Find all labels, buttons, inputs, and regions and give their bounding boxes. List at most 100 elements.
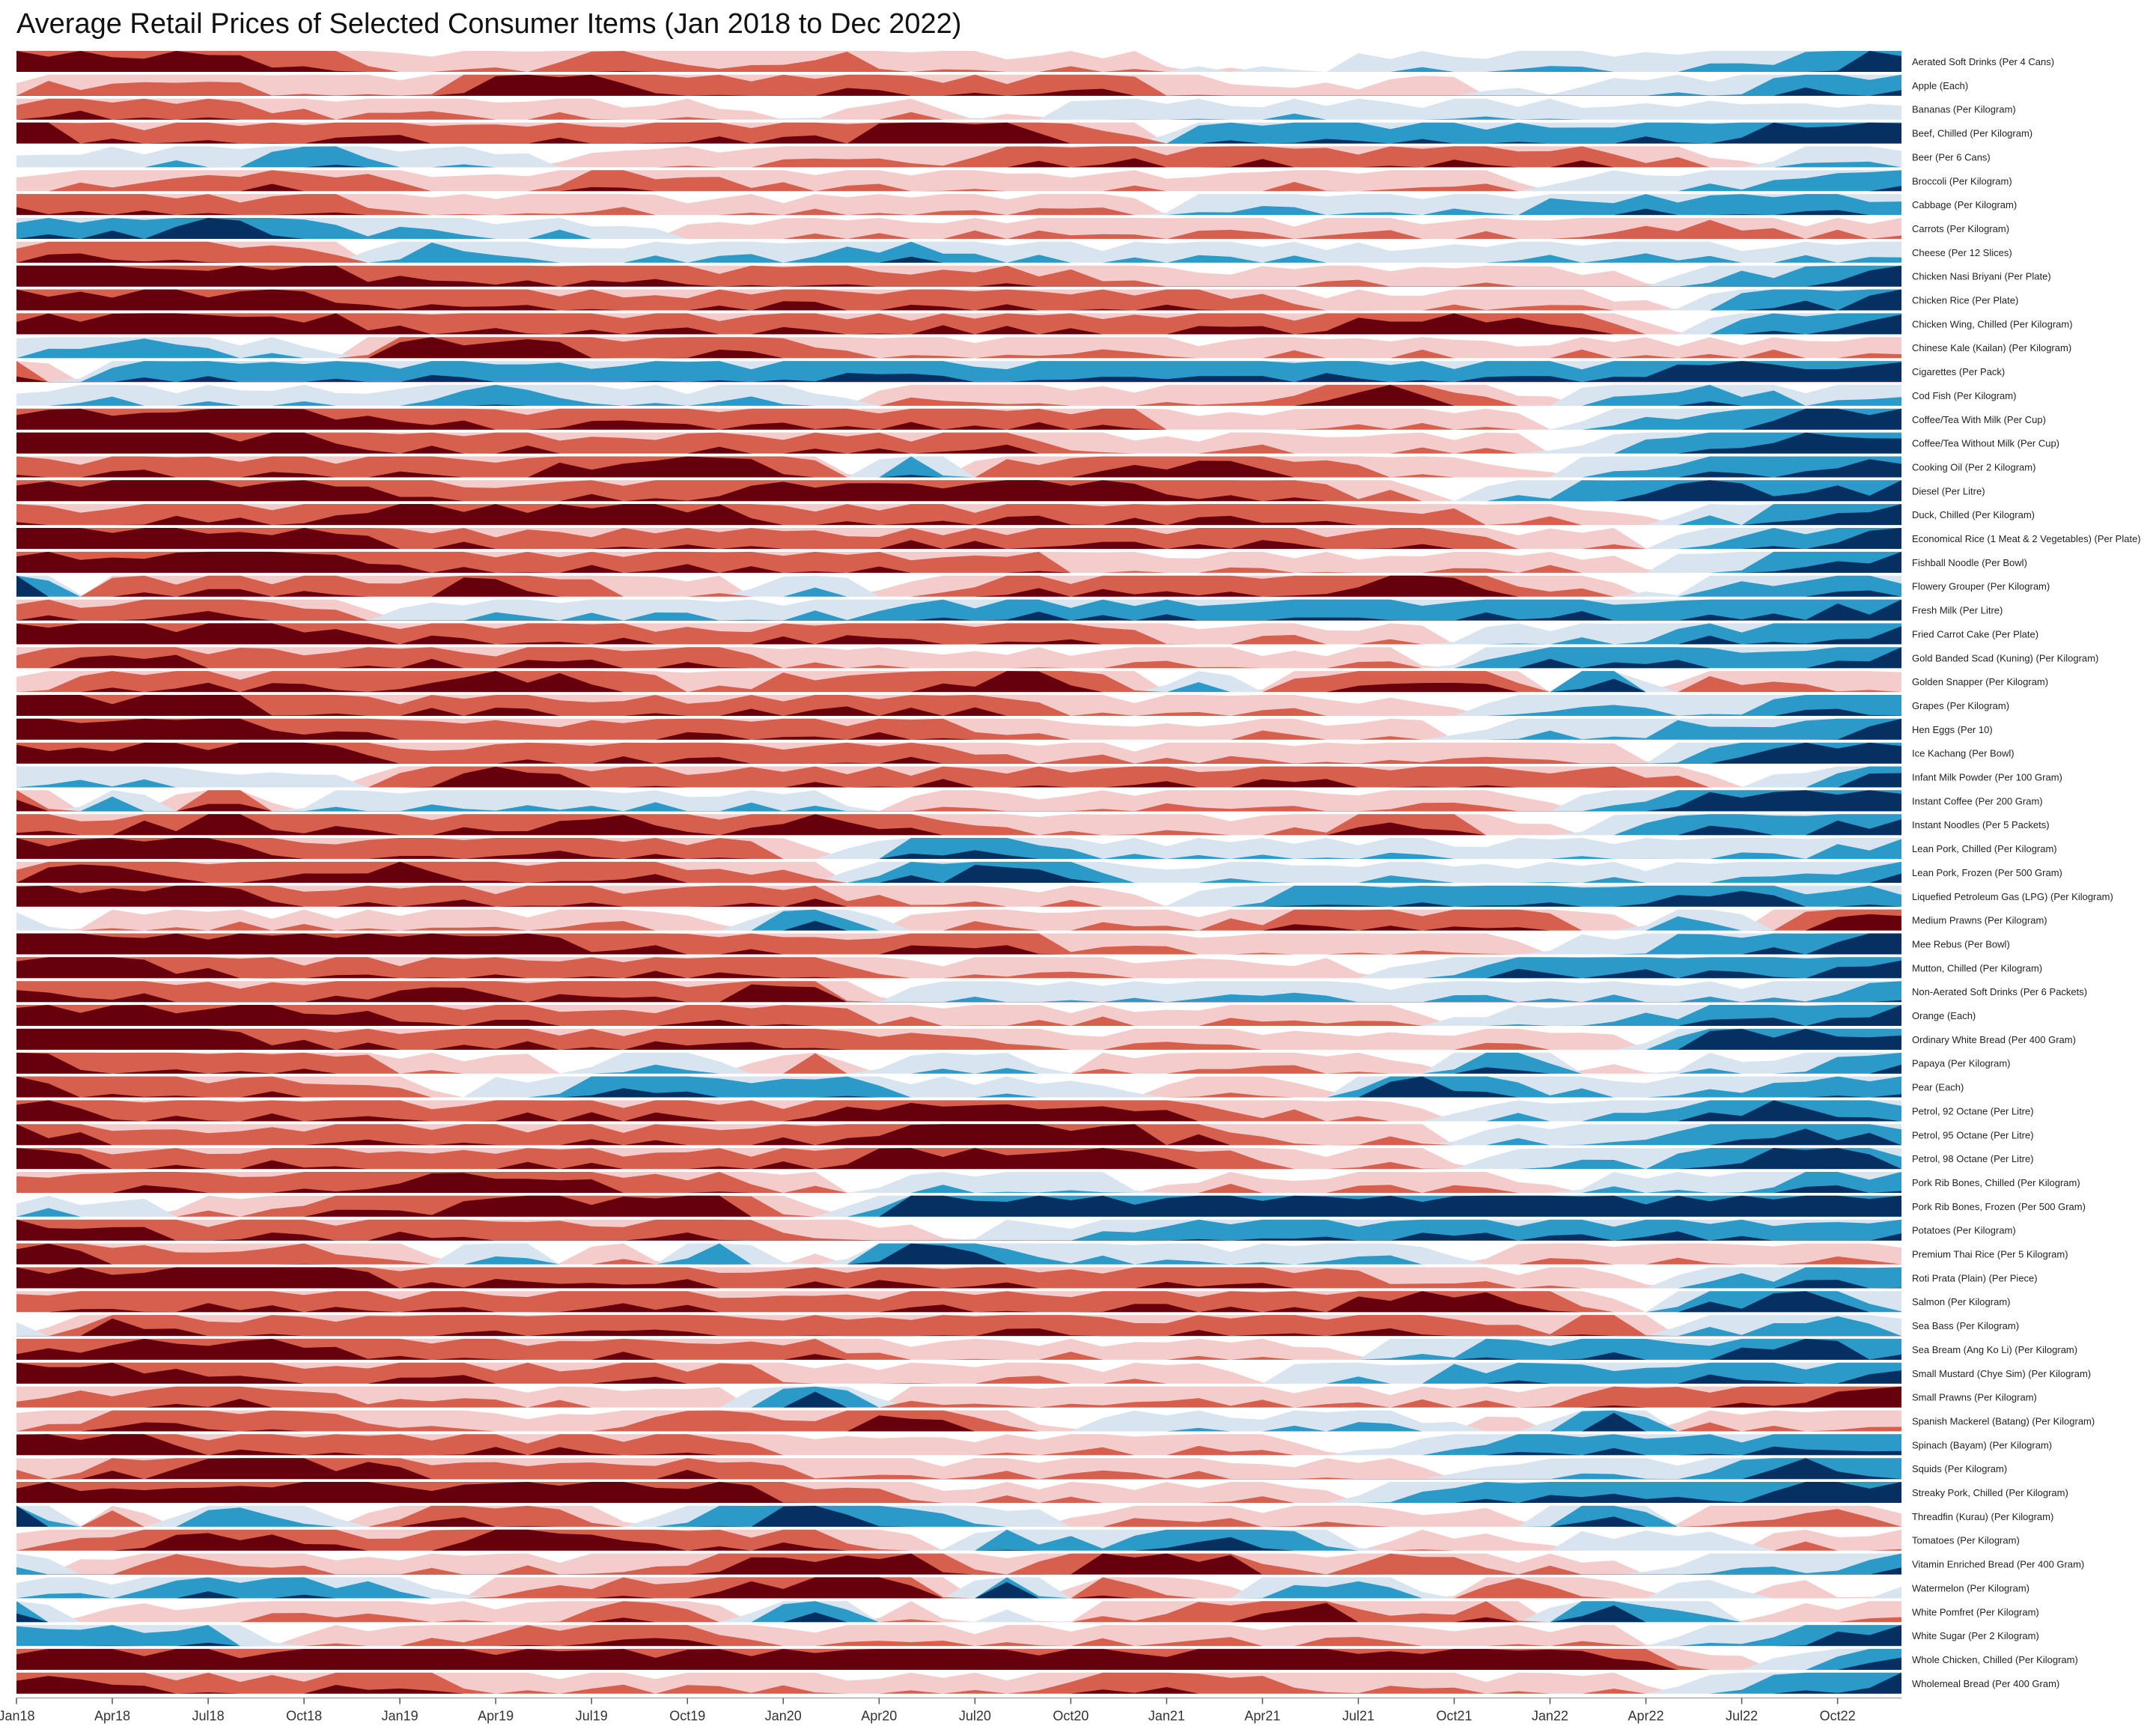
horizon-row: Premium Thai Rice (Per 5 Kilogram) xyxy=(16,1244,2068,1265)
horizon-row: Fishball Noodle (Per Bowl) xyxy=(16,552,2027,573)
series-label: Mee Rebus (Per Bowl) xyxy=(1912,939,2010,950)
x-tick-label: Jul21 xyxy=(1342,1709,1374,1724)
series-label: Fried Carrot Cake (Per Plate) xyxy=(1912,628,2038,639)
horizon-row: Potatoes (Per Kilogram) xyxy=(16,1220,2016,1241)
horizon-row: Petrol, 92 Octane (Per Litre) xyxy=(16,1100,2034,1121)
horizon-row: Mutton, Chilled (Per Kilogram) xyxy=(16,957,2042,978)
horizon-row: Coffee/Tea With Milk (Per Cup) xyxy=(16,409,2046,430)
horizon-row: Instant Noodles (Per 5 Packets) xyxy=(16,814,2050,835)
series-label: Cod Fish (Per Kilogram) xyxy=(1912,390,2016,401)
series-label: Chinese Kale (Kailan) (Per Kilogram) xyxy=(1912,342,2071,353)
horizon-row: Beer (Per 6 Cans) xyxy=(16,146,1991,167)
series-label: Diesel (Per Litre) xyxy=(1912,485,1985,496)
x-tick-label: Jul19 xyxy=(576,1709,608,1724)
series-label: Beer (Per 6 Cans) xyxy=(1912,151,1991,162)
horizon-row: Chicken Rice (Per Plate) xyxy=(16,290,2018,311)
horizon-row: Beef, Chilled (Per Kilogram) xyxy=(16,123,2032,144)
x-tick-label: Oct21 xyxy=(1436,1709,1472,1724)
x-tick-label: Oct22 xyxy=(1820,1709,1856,1724)
horizon-row: Vitamin Enriched Bread (Per 400 Gram) xyxy=(16,1554,2084,1575)
x-tick-label: Oct18 xyxy=(286,1709,322,1724)
horizon-row: Small Mustard (Chye Sim) (Per Kilogram) xyxy=(16,1363,2091,1384)
x-tick-label: Jul18 xyxy=(192,1709,225,1724)
horizon-row: Ordinary White Bread (Per 400 Gram) xyxy=(16,1029,2076,1050)
x-tick-label: Oct20 xyxy=(1053,1709,1088,1724)
horizon-row: White Sugar (Per 2 Kilogram) xyxy=(16,1625,2039,1646)
x-tick-label: Jan22 xyxy=(1532,1709,1568,1724)
horizon-row: Spanish Mackerel (Batang) (Per Kilogram) xyxy=(16,1411,2095,1432)
series-label: Chicken Rice (Per Plate) xyxy=(1912,295,2018,306)
horizon-row: Ice Kachang (Per Bowl) xyxy=(16,743,2015,764)
series-label: Liquefied Petroleum Gas (LPG) (Per Kilog… xyxy=(1912,891,2113,902)
horizon-row: Medium Prawns (Per Kilogram) xyxy=(16,910,2047,931)
series-label: Orange (Each) xyxy=(1912,1010,1976,1021)
horizon-row: Papaya (Per Kilogram) xyxy=(16,1053,2011,1074)
horizon-row: Whole Chicken, Chilled (Per Kilogram) xyxy=(16,1649,2078,1670)
series-label: Carrots (Per Kilogram) xyxy=(1912,223,2009,234)
horizon-row: Cooking Oil (Per 2 Kilogram) xyxy=(16,457,2035,478)
horizon-row: Squids (Per Kilogram) xyxy=(16,1458,2007,1479)
series-label: Potatoes (Per Kilogram) xyxy=(1912,1225,2016,1236)
series-label: Bananas (Per Kilogram) xyxy=(1912,104,2016,115)
horizon-row: Duck, Chilled (Per Kilogram) xyxy=(16,504,2035,525)
series-label: Fresh Milk (Per Litre) xyxy=(1912,605,2003,616)
horizon-row: Apple (Each) xyxy=(16,75,1968,96)
x-tick-label: Jul20 xyxy=(959,1709,991,1724)
horizon-row: Hen Eggs (Per 10) xyxy=(16,719,1993,740)
series-label: Fishball Noodle (Per Bowl) xyxy=(1912,557,2027,568)
x-tick-label: Jan18 xyxy=(0,1709,35,1724)
horizon-row: Fried Carrot Cake (Per Plate) xyxy=(16,623,2038,644)
series-label: Apple (Each) xyxy=(1912,80,1968,91)
horizon-row: Liquefied Petroleum Gas (LPG) (Per Kilog… xyxy=(16,886,2113,907)
x-tick-label: Apr18 xyxy=(94,1709,130,1724)
series-label: Salmon (Per Kilogram) xyxy=(1912,1296,2011,1307)
chart-title: Average Retail Prices of Selected Consum… xyxy=(16,8,961,40)
horizon-row: Economical Rice (1 Meat & 2 Vegetables) … xyxy=(16,528,2141,549)
series-label: Wholemeal Bread (Per 400 Gram) xyxy=(1912,1678,2059,1689)
series-label: Flowery Grouper (Per Kilogram) xyxy=(1912,581,2050,592)
horizon-band-positive xyxy=(16,1315,1901,1336)
series-label: Petrol, 95 Octane (Per Litre) xyxy=(1912,1129,2034,1140)
horizon-row: Chinese Kale (Kailan) (Per Kilogram) xyxy=(16,337,2071,358)
horizon-row: Non-Aerated Soft Drinks (Per 6 Packets) xyxy=(16,981,2087,1002)
horizon-row: Sea Bream (Ang Ko Li) (Per Kilogram) xyxy=(16,1339,2077,1360)
series-label: Small Prawns (Per Kilogram) xyxy=(1912,1392,2037,1403)
series-label: Lean Pork, Frozen (Per 500 Gram) xyxy=(1912,867,2062,878)
series-label: Golden Snapper (Per Kilogram) xyxy=(1912,676,2048,687)
horizon-row: Lean Pork, Frozen (Per 500 Gram) xyxy=(16,862,2062,883)
series-label: Watermelon (Per Kilogram) xyxy=(1912,1582,2029,1593)
series-label: Beef, Chilled (Per Kilogram) xyxy=(1912,128,2032,139)
x-tick-label: Jan20 xyxy=(765,1709,802,1724)
series-label: Sea Bass (Per Kilogram) xyxy=(1912,1320,2019,1331)
series-label: Lean Pork, Chilled (Per Kilogram) xyxy=(1912,843,2057,854)
horizon-row: Cod Fish (Per Kilogram) xyxy=(16,385,2016,406)
series-label: Cheese (Per 12 Slices) xyxy=(1912,247,2012,258)
series-label: Spanish Mackerel (Batang) (Per Kilogram) xyxy=(1912,1416,2095,1427)
series-label: Instant Noodles (Per 5 Packets) xyxy=(1912,819,2050,830)
x-tick-label: Apr22 xyxy=(1628,1709,1664,1724)
horizon-row: Watermelon (Per Kilogram) xyxy=(16,1577,2029,1598)
series-label: Duck, Chilled (Per Kilogram) xyxy=(1912,509,2035,520)
series-label: Pork Rib Bones, Chilled (Per Kilogram) xyxy=(1912,1177,2080,1188)
horizon-row: Instant Coffee (Per 200 Gram) xyxy=(16,790,2043,811)
horizon-row: Golden Snapper (Per Kilogram) xyxy=(16,671,2048,692)
horizon-row: Flowery Grouper (Per Kilogram) xyxy=(16,576,2050,597)
series-label: Non-Aerated Soft Drinks (Per 6 Packets) xyxy=(1912,986,2087,997)
x-tick-label: Jan19 xyxy=(382,1709,418,1724)
series-label: Coffee/Tea With Milk (Per Cup) xyxy=(1912,414,2046,425)
horizon-row: Gold Banded Scad (Kuning) (Per Kilogram) xyxy=(16,647,2098,668)
horizon-row: Tomatoes (Per Kilogram) xyxy=(16,1530,2020,1551)
x-tick-label: Jan21 xyxy=(1148,1709,1185,1724)
horizon-row: Aerated Soft Drinks (Per 4 Cans) xyxy=(16,51,2054,72)
horizon-row: Mee Rebus (Per Bowl) xyxy=(16,934,2010,955)
horizon-row: Bananas (Per Kilogram) xyxy=(16,99,2016,120)
series-label: Ice Kachang (Per Bowl) xyxy=(1912,748,2015,759)
series-label: White Sugar (Per 2 Kilogram) xyxy=(1912,1630,2039,1641)
horizon-row: Orange (Each) xyxy=(16,1005,1976,1026)
series-label: Threadfin (Kurau) (Per Kilogram) xyxy=(1912,1511,2053,1522)
horizon-row: Infant Milk Powder (Per 100 Gram) xyxy=(16,767,2062,788)
series-label: Petrol, 98 Octane (Per Litre) xyxy=(1912,1153,2034,1164)
horizon-row: Pear (Each) xyxy=(16,1077,1964,1098)
series-label: Economical Rice (1 Meat & 2 Vegetables) … xyxy=(1912,533,2141,544)
